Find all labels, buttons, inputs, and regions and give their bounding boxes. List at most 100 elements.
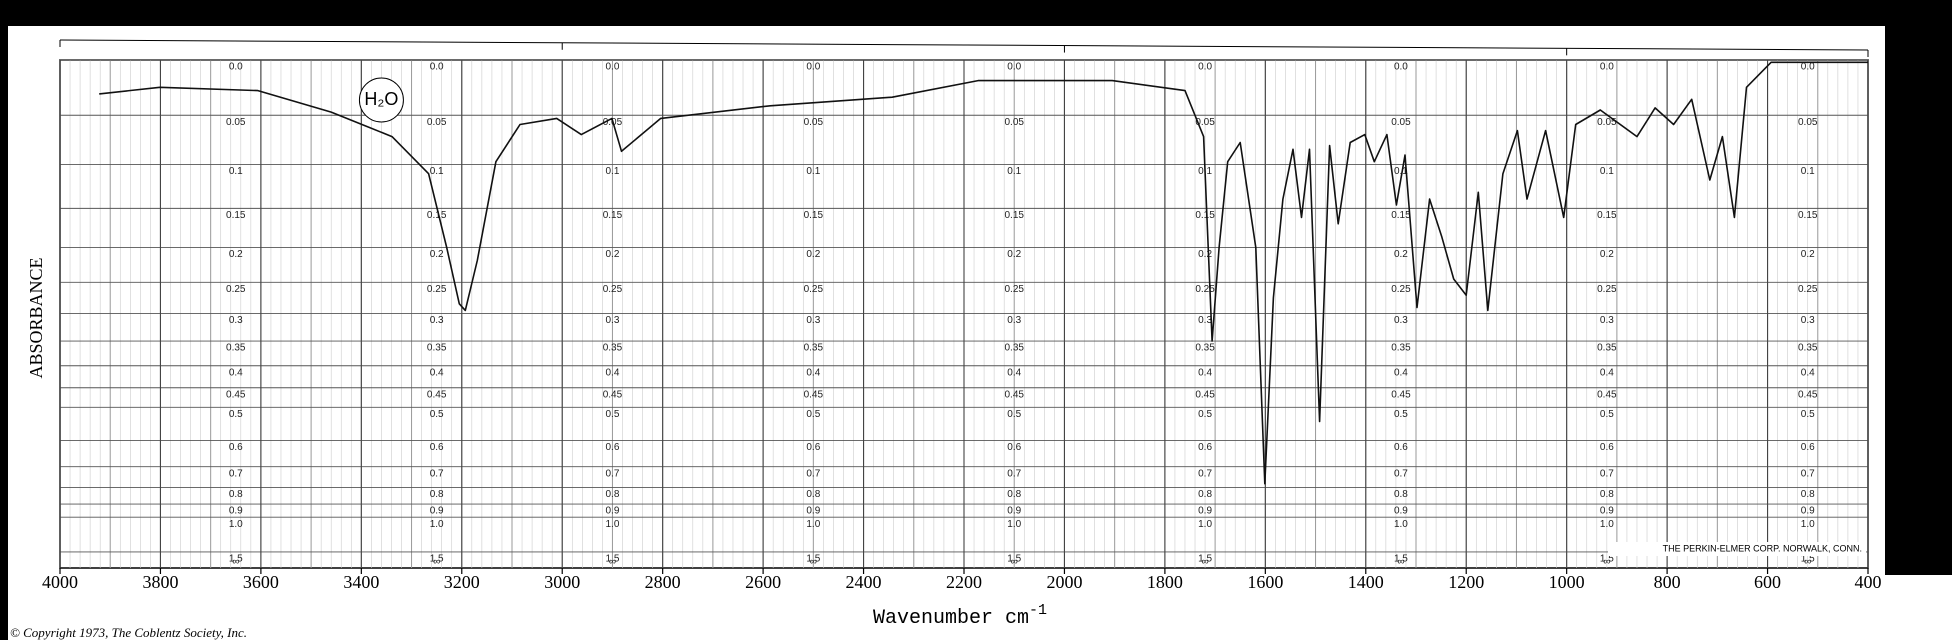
y-tick-label: 0.3 xyxy=(229,315,243,326)
y-tick-label: 0.45 xyxy=(1597,389,1617,400)
top-tick-label: 400 xyxy=(1859,38,1877,50)
y-tick-label: 0.3 xyxy=(1801,315,1815,326)
y-tick-label: 0.15 xyxy=(427,210,447,221)
x-tick-label: 1800 xyxy=(1147,572,1183,592)
y-tick-label: 0.9 xyxy=(806,506,820,517)
y-tick-label: 0.8 xyxy=(1007,489,1021,500)
y-tick-label: 0.4 xyxy=(1394,367,1408,378)
y-tick-label: 0.15 xyxy=(226,210,246,221)
top-tick-label: 3000 xyxy=(550,31,574,43)
y-tick-label: 0.0 xyxy=(430,62,444,73)
y-tick-label: 0.4 xyxy=(1198,367,1212,378)
y-tick-label: 0.1 xyxy=(1801,166,1815,177)
y-tick-label: 0.05 xyxy=(1798,117,1818,128)
y-tick-label: 0.9 xyxy=(1007,506,1021,517)
y-tick-label: 0.7 xyxy=(1600,468,1614,479)
y-tick-label: 0.0 xyxy=(1801,62,1815,73)
y-axis-label: ABSORBANCE xyxy=(26,257,46,378)
y-tick-label: 0.05 xyxy=(1597,117,1617,128)
y-inf-label: ∞ xyxy=(1201,557,1208,568)
y-tick-label: 1.0 xyxy=(229,519,243,530)
x-tick-label: 600 xyxy=(1754,572,1781,592)
x-tick-label: 3400 xyxy=(343,572,379,592)
y-tick-label: 1.0 xyxy=(1007,519,1021,530)
y-tick-label: 0.3 xyxy=(605,315,619,326)
x-tick-label: 3800 xyxy=(142,572,178,592)
y-inf-label: ∞ xyxy=(1804,557,1811,568)
x-tick-label: 2000 xyxy=(1046,572,1082,592)
y-tick-label: 0.5 xyxy=(1600,409,1614,420)
y-tick-label: 0.25 xyxy=(427,284,447,295)
y-tick-label: 0.6 xyxy=(430,442,444,453)
x-tick-label: 3600 xyxy=(243,572,279,592)
x-label-main: Wavenumber cm xyxy=(873,607,1029,630)
y-tick-label: 0.0 xyxy=(1394,62,1408,73)
maker-label: THE PERKIN-ELMER CORP. NORWALK, CONN. xyxy=(1663,543,1862,553)
y-tick-label: 0.0 xyxy=(1007,62,1021,73)
top-tick-label: 2000 xyxy=(1052,33,1076,45)
y-tick-label: 0.4 xyxy=(1007,367,1021,378)
y-tick-label: 0.7 xyxy=(806,468,820,479)
y-tick-label: 0.8 xyxy=(430,489,444,500)
y-tick-label: 1.5 xyxy=(1394,554,1408,565)
y-tick-label: 0.1 xyxy=(605,166,619,177)
y-tick-label: 0.0 xyxy=(229,62,243,73)
x-tick-label: 1200 xyxy=(1448,572,1484,592)
y-tick-label: 0.3 xyxy=(1007,315,1021,326)
y-tick-label: 0.6 xyxy=(1007,442,1021,453)
y-tick-label: 0.8 xyxy=(229,489,243,500)
y-tick-label: 0.05 xyxy=(226,117,246,128)
y-inf-label: ∞ xyxy=(232,557,239,568)
y-tick-label: 0.5 xyxy=(430,409,444,420)
y-tick-label: 0.2 xyxy=(1801,249,1815,260)
y-tick-label: 1.5 xyxy=(430,554,444,565)
y-tick-label: 0.2 xyxy=(1007,249,1021,260)
spectrum-line xyxy=(99,61,1868,485)
y-tick-label: 0.6 xyxy=(1198,442,1212,453)
y-tick-label: 0.35 xyxy=(603,343,623,354)
y-tick-label: 0.15 xyxy=(804,210,824,221)
y-tick-label: 0.6 xyxy=(1394,442,1408,453)
y-tick-label: 0.35 xyxy=(1004,343,1024,354)
y-tick-label: 0.8 xyxy=(1198,489,1212,500)
y-tick-label: 0.1 xyxy=(1394,166,1408,177)
y-tick-label: 0.0 xyxy=(1600,62,1614,73)
y-tick-label: 0.25 xyxy=(804,284,824,295)
y-tick-label: 0.4 xyxy=(806,367,820,378)
y-tick-label: 0.45 xyxy=(603,389,623,400)
y-inf-label: ∞ xyxy=(1397,557,1404,568)
y-tick-label: 0.35 xyxy=(1597,343,1617,354)
y-tick-label: 0.7 xyxy=(605,468,619,479)
y-tick-label: 1.5 xyxy=(1801,554,1815,565)
y-tick-label: 0.5 xyxy=(1198,409,1212,420)
y-tick-label: 1.5 xyxy=(806,554,820,565)
y-inf-label: ∞ xyxy=(609,557,616,568)
y-tick-label: 0.6 xyxy=(229,442,243,453)
footer: © Copyright 1973, The Coblentz Society, … xyxy=(10,625,247,640)
y-tick-label: 1.0 xyxy=(1394,519,1408,530)
y-tick-label: 0.15 xyxy=(1798,210,1818,221)
y-tick-label: 0.45 xyxy=(1391,389,1411,400)
y-tick-label: 0.0 xyxy=(806,62,820,73)
y-tick-label: 0.2 xyxy=(430,249,444,260)
y-tick-label: 0.45 xyxy=(1195,389,1215,400)
annotation-bubble xyxy=(358,77,404,123)
x-tick-label: 2800 xyxy=(645,572,681,592)
y-tick-label: 1.5 xyxy=(1600,554,1614,565)
y-tick-label: 0.1 xyxy=(229,166,243,177)
y-tick-label: 0.35 xyxy=(427,343,447,354)
y-tick-label: 0.3 xyxy=(806,315,820,326)
y-tick-label: 0.05 xyxy=(1004,117,1024,128)
y-tick-label: 0.25 xyxy=(1391,284,1411,295)
y-tick-label: 0.2 xyxy=(605,249,619,260)
y-tick-label: 0.5 xyxy=(1801,409,1815,420)
y-tick-label: 1.5 xyxy=(1198,554,1212,565)
y-tick-label: 0.35 xyxy=(1798,343,1818,354)
y-tick-label: 1.0 xyxy=(605,519,619,530)
y-tick-label: 0.7 xyxy=(430,468,444,479)
y-tick-label: 0.45 xyxy=(226,389,246,400)
y-tick-label: 0.6 xyxy=(806,442,820,453)
y-tick-label: 0.7 xyxy=(1394,468,1408,479)
right-band xyxy=(1885,0,1952,575)
